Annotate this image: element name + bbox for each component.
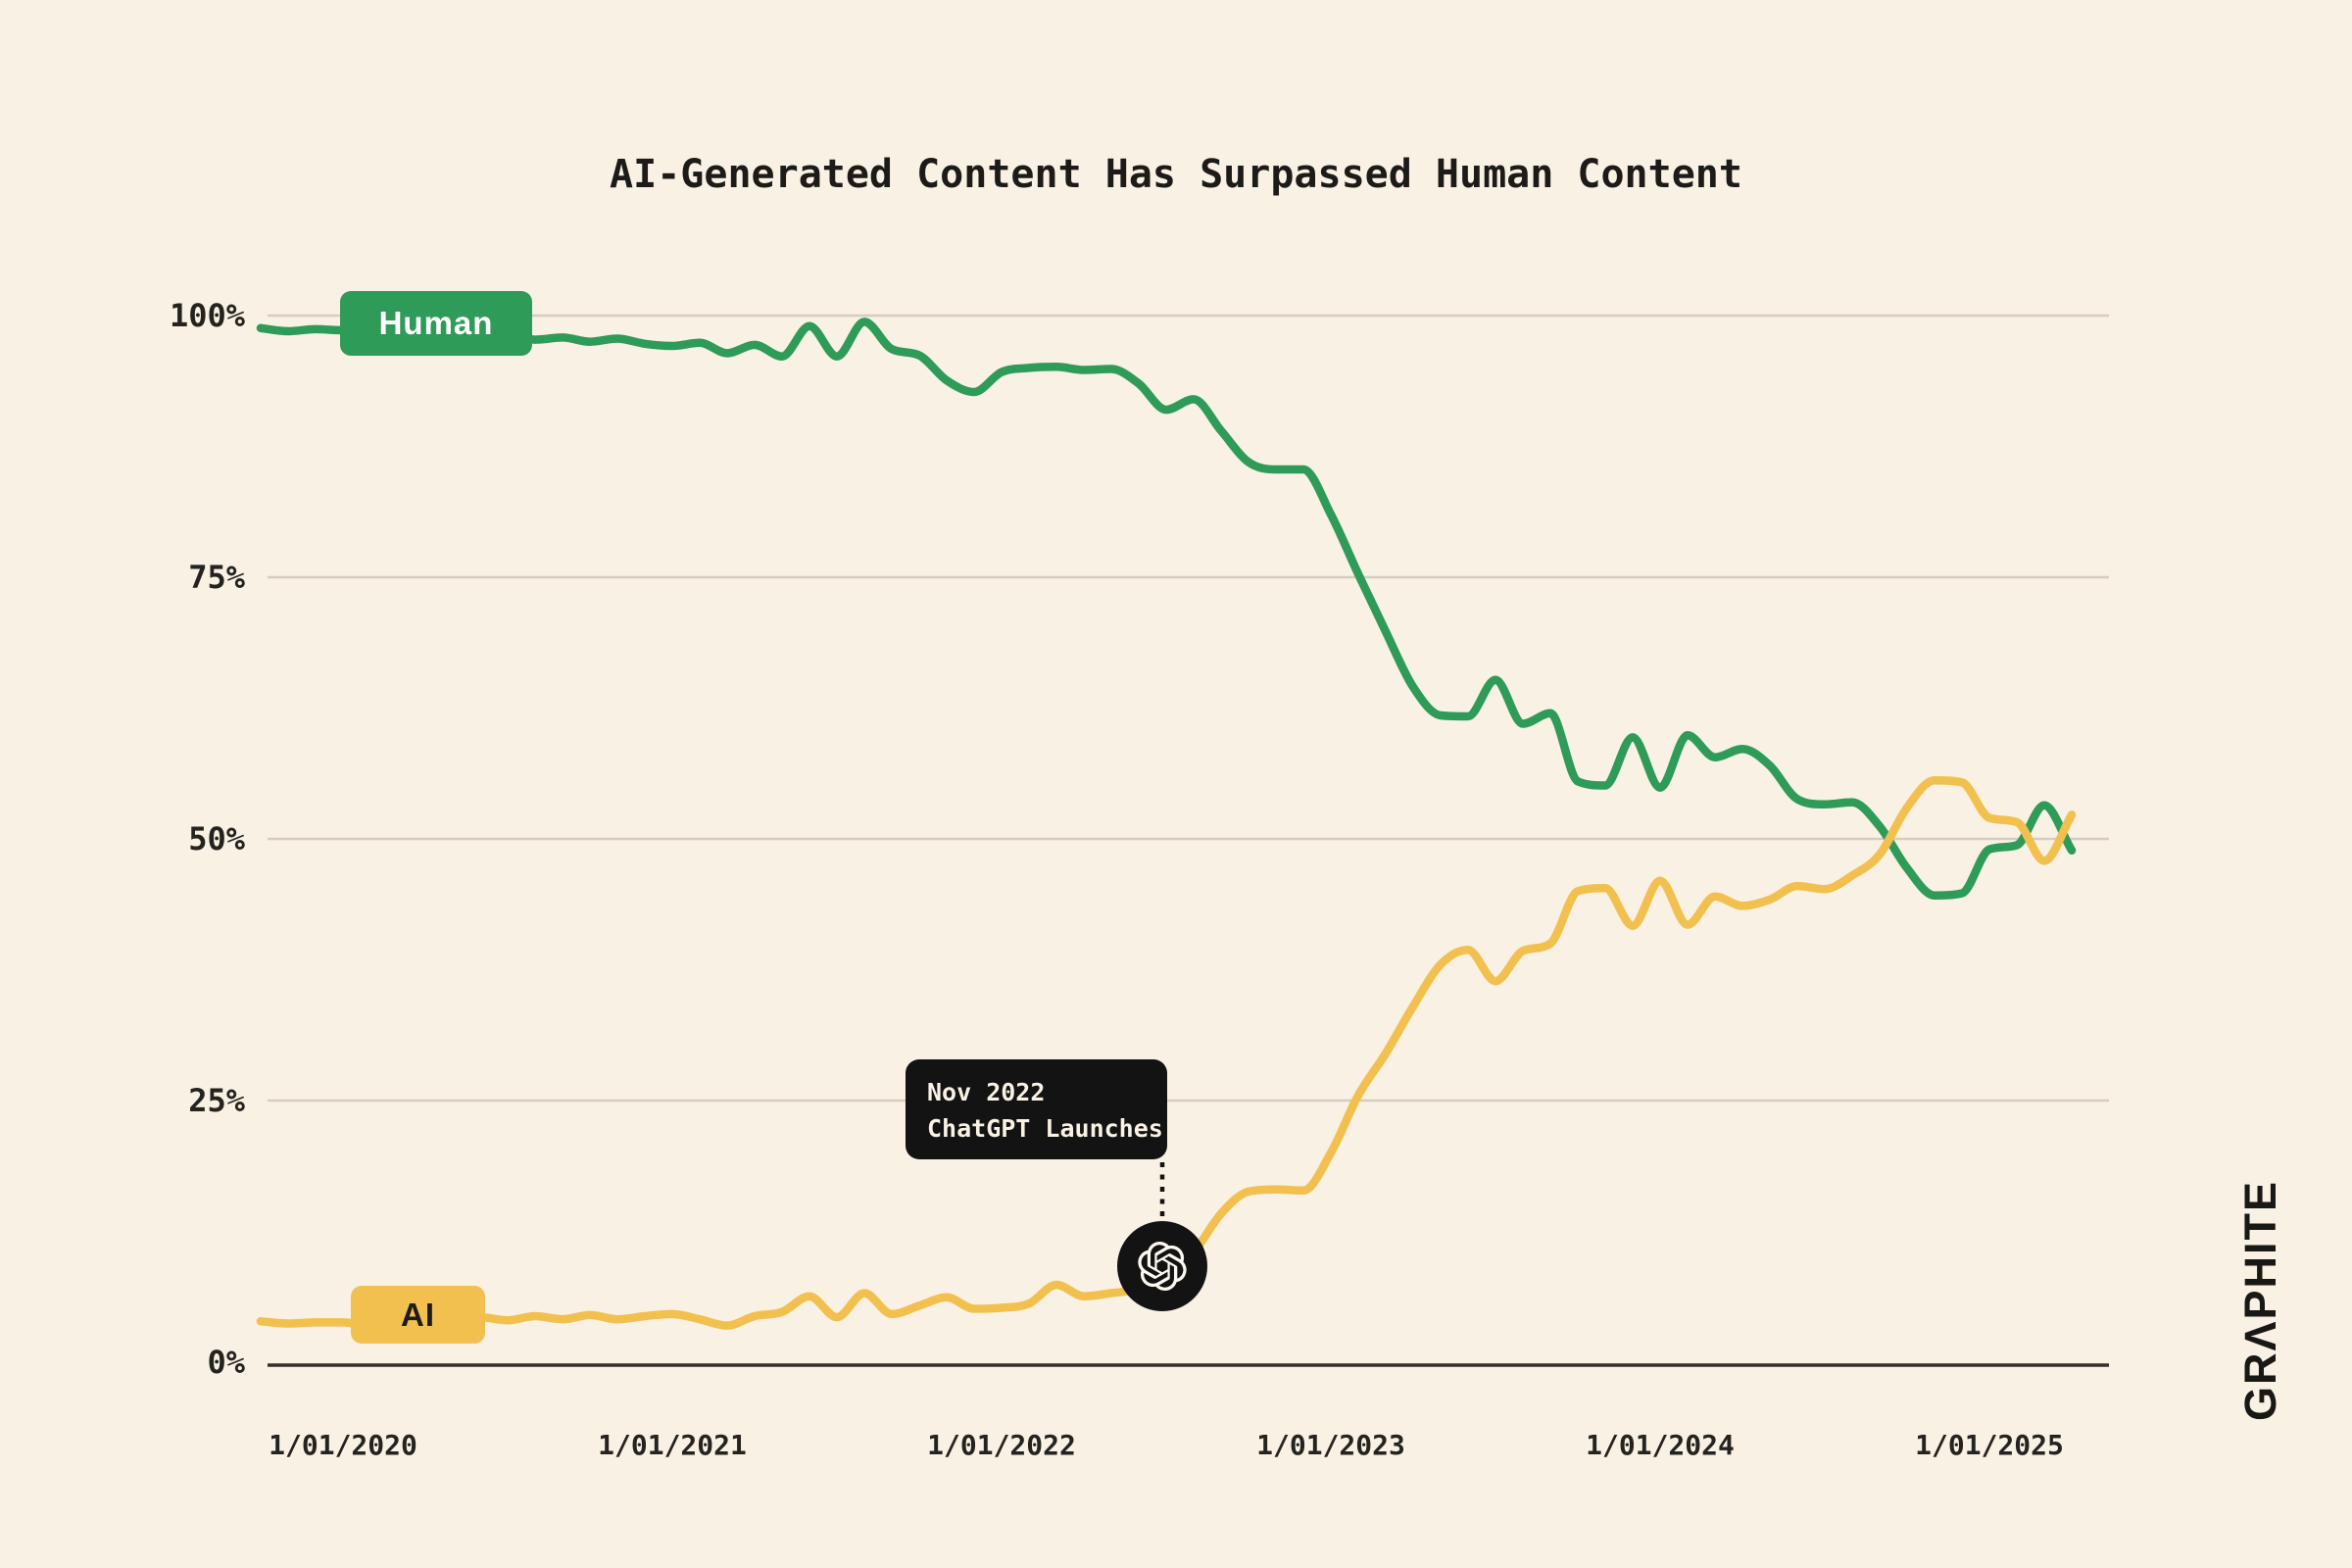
human-line bbox=[256, 318, 2077, 900]
chart-title: AI-Generated Content Has Surpassed Human… bbox=[610, 152, 1742, 197]
tooltip-line-1: Nov 2022 bbox=[927, 1078, 1046, 1106]
tooltip-line-2: ChatGPT Launches bbox=[927, 1114, 1163, 1143]
human-series-badge: Human bbox=[340, 291, 532, 356]
x-tick-2021: 1/01/2021 bbox=[598, 1429, 747, 1461]
human-series-label: Human bbox=[378, 305, 494, 341]
y-tick-0: 0% bbox=[207, 1344, 245, 1381]
x-tick-2020: 1/01/2020 bbox=[269, 1429, 417, 1461]
chatgpt-launch-tooltip: Nov 2022 ChatGPT Launches bbox=[906, 1059, 1167, 1159]
graphite-logo: GRΛPHITE bbox=[2235, 1179, 2285, 1421]
ai-series-label: AI bbox=[401, 1296, 435, 1333]
x-tick-2023: 1/01/2023 bbox=[1256, 1429, 1405, 1461]
y-tick-75: 75% bbox=[188, 559, 245, 596]
openai-icon bbox=[1138, 1242, 1187, 1291]
y-tick-25: 25% bbox=[188, 1082, 245, 1119]
x-tick-2022: 1/01/2022 bbox=[927, 1429, 1076, 1461]
y-tick-50: 50% bbox=[188, 820, 245, 858]
openai-icon-circle bbox=[1117, 1221, 1207, 1311]
x-tick-2024: 1/01/2024 bbox=[1586, 1429, 1735, 1461]
y-tick-100: 100% bbox=[169, 297, 245, 334]
ai-series-badge: AI bbox=[351, 1286, 485, 1344]
x-tick-2025: 1/01/2025 bbox=[1915, 1429, 2064, 1461]
